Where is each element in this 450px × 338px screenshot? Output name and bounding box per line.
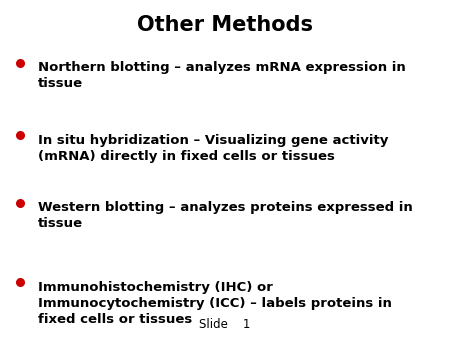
Text: Northern blotting – analyzes mRNA expression in
tissue: Northern blotting – analyzes mRNA expres… [38, 61, 406, 90]
Text: Immunohistochemistry (IHC) or
Immunocytochemistry (ICC) – labels proteins in
fix: Immunohistochemistry (IHC) or Immunocyto… [38, 281, 392, 325]
Text: Western blotting – analyzes proteins expressed in
tissue: Western blotting – analyzes proteins exp… [38, 201, 413, 230]
Text: In situ hybridization – Visualizing gene activity
(mRNA) directly in fixed cells: In situ hybridization – Visualizing gene… [38, 134, 389, 163]
Text: Other Methods: Other Methods [137, 15, 313, 35]
Text: Slide    1: Slide 1 [199, 318, 251, 331]
